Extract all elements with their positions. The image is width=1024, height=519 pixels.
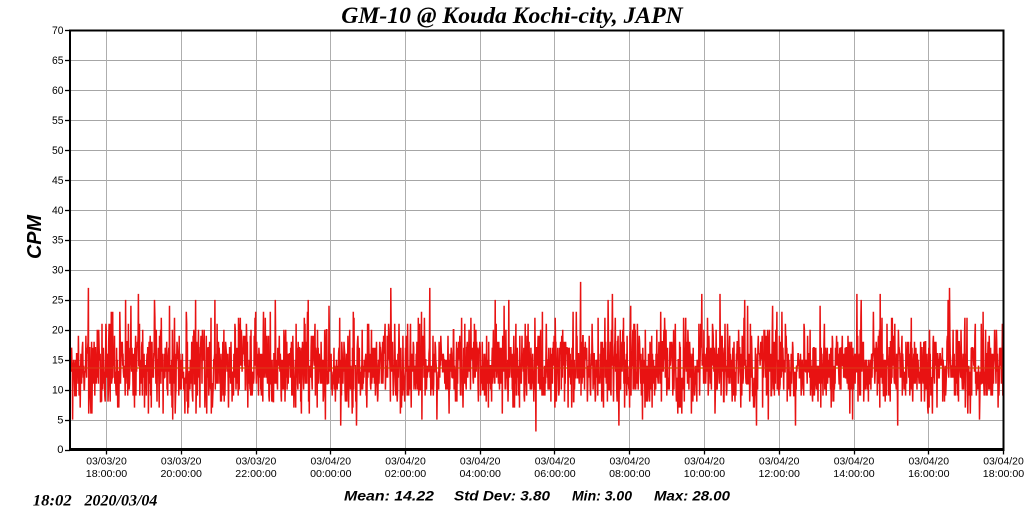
svg-text:5: 5 (57, 414, 63, 426)
svg-text:20:00:00: 20:00:00 (161, 468, 203, 480)
svg-text:55: 55 (52, 115, 64, 127)
svg-text:12:00:00: 12:00:00 (759, 468, 801, 480)
svg-text:03/04/20: 03/04/20 (610, 456, 651, 468)
svg-text:03/04/20: 03/04/20 (535, 456, 576, 468)
svg-text:22:00:00: 22:00:00 (235, 468, 277, 480)
svg-text:10:00:00: 10:00:00 (684, 468, 726, 480)
svg-text:40: 40 (52, 205, 64, 217)
svg-text:30: 30 (52, 265, 64, 277)
svg-text:0: 0 (57, 444, 63, 456)
svg-text:14:00:00: 14:00:00 (833, 468, 875, 480)
svg-text:18:00:00: 18:00:00 (86, 468, 128, 480)
svg-text:00:00:00: 00:00:00 (310, 468, 352, 480)
svg-text:Min: 3.00: Min: 3.00 (572, 488, 632, 504)
svg-text:03/03/20: 03/03/20 (236, 456, 277, 468)
svg-text:06:00:00: 06:00:00 (534, 468, 576, 480)
svg-text:18:02: 18:02 (33, 493, 72, 510)
svg-text:04:00:00: 04:00:00 (460, 468, 502, 480)
svg-text:10: 10 (52, 384, 64, 396)
svg-text:65: 65 (52, 55, 64, 67)
svg-text:25: 25 (52, 295, 64, 307)
svg-text:20: 20 (52, 325, 64, 337)
svg-text:18:00:00: 18:00:00 (983, 468, 1024, 480)
svg-text:45: 45 (52, 175, 64, 187)
svg-text:03/04/20: 03/04/20 (983, 456, 1024, 468)
svg-text:60: 60 (52, 85, 64, 97)
svg-text:03/04/20: 03/04/20 (834, 456, 875, 468)
svg-text:Max: 28.00: Max: 28.00 (654, 488, 730, 504)
svg-text:03/04/20: 03/04/20 (759, 456, 800, 468)
svg-text:35: 35 (52, 235, 64, 247)
svg-text:15: 15 (52, 354, 64, 366)
svg-text:03/03/20: 03/03/20 (86, 456, 127, 468)
svg-text:2020/03/04: 2020/03/04 (83, 493, 157, 510)
svg-text:03/04/20: 03/04/20 (385, 456, 426, 468)
svg-text:70: 70 (52, 25, 64, 37)
svg-text:03/04/20: 03/04/20 (909, 456, 950, 468)
svg-text:03/03/20: 03/03/20 (161, 456, 202, 468)
svg-text:02:00:00: 02:00:00 (385, 468, 427, 480)
svg-text:03/04/20: 03/04/20 (460, 456, 501, 468)
svg-text:16:00:00: 16:00:00 (908, 468, 950, 480)
svg-text:CPM: CPM (24, 214, 46, 259)
svg-text:03/04/20: 03/04/20 (311, 456, 352, 468)
svg-text:GM-10 @ Kouda Kochi-city, JAPN: GM-10 @ Kouda Kochi-city, JAPN (341, 3, 683, 29)
svg-text:08:00:00: 08:00:00 (609, 468, 651, 480)
svg-text:50: 50 (52, 145, 64, 157)
svg-text:03/04/20: 03/04/20 (684, 456, 725, 468)
svg-text:Mean: 14.22: Mean: 14.22 (344, 488, 434, 504)
svg-text:Std Dev: 3.80: Std Dev: 3.80 (454, 488, 550, 504)
